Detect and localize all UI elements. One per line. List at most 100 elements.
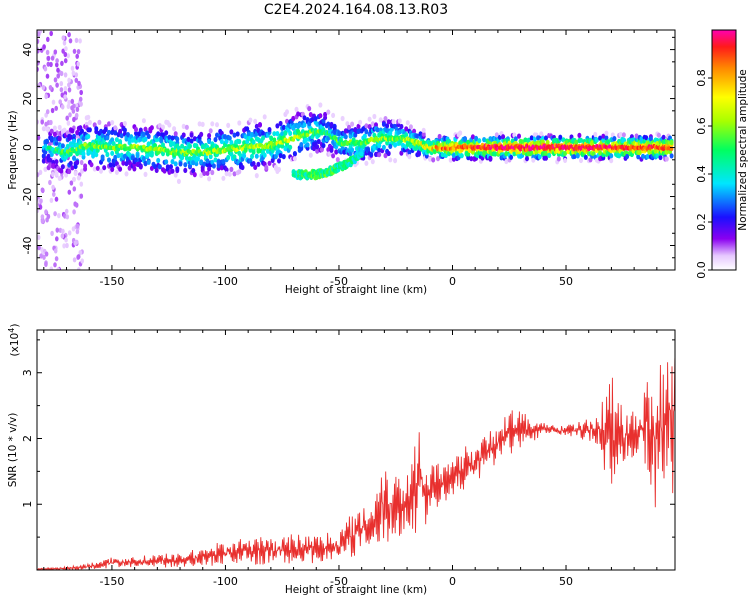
spectral-cell	[113, 154, 118, 160]
colorbar-tick-label: 0.2	[695, 213, 708, 231]
spectral-cell	[385, 140, 390, 146]
spectral-cell	[237, 139, 242, 145]
noise-speck	[79, 159, 84, 166]
spectral-cell	[545, 139, 550, 145]
spectral-cell	[81, 151, 86, 157]
spectral-cell	[199, 131, 204, 137]
spectral-cell	[253, 164, 258, 170]
y-tick-label: 20	[21, 92, 34, 106]
snr-frame	[36, 329, 676, 571]
spectral-cell	[661, 134, 666, 140]
spectral-cell	[488, 156, 493, 162]
spectral-cell	[60, 164, 65, 170]
noise-speck	[55, 236, 59, 242]
spectral-cell	[463, 136, 467, 143]
spectral-cell	[173, 131, 178, 137]
spectral-cell	[275, 123, 280, 129]
noise-speck	[68, 38, 73, 44]
spectral-cell	[173, 172, 178, 178]
spectral-cell	[291, 115, 296, 122]
spectral-cell	[482, 137, 487, 143]
spectral-cell	[637, 149, 642, 155]
spectral-cell	[316, 138, 321, 145]
spectral-cell	[124, 171, 129, 177]
spectral-cell	[397, 129, 402, 135]
spectral-cell	[350, 121, 355, 127]
branch-cell	[359, 151, 364, 157]
noise-speck	[72, 257, 77, 263]
spectral-cell	[188, 143, 192, 149]
colorbar: 0.0 0.2 0.4 0.6 0.8 Normalized spectral ampl…	[695, 29, 749, 279]
noise-speck	[65, 115, 69, 121]
noise-speck	[66, 120, 71, 126]
noise-speck	[74, 72, 79, 78]
noise-speck	[79, 181, 84, 187]
spectral-cell	[183, 167, 188, 173]
spectral-cell	[154, 137, 159, 143]
spectral-cell	[612, 136, 617, 142]
noise-speck	[62, 40, 67, 46]
spectral-cell	[261, 130, 266, 136]
spectral-cell	[41, 153, 46, 159]
noise-speck	[65, 214, 70, 220]
spectral-cell	[377, 147, 382, 153]
spectral-cell	[83, 166, 88, 172]
noise-speck	[75, 53, 79, 59]
spectral-cell	[604, 135, 609, 141]
noise-speck	[64, 208, 69, 214]
noise-speck	[40, 218, 45, 224]
spectral-cell	[299, 145, 304, 152]
noise-speck	[67, 99, 71, 106]
spectral-cell	[202, 170, 207, 176]
spectral-cell	[377, 142, 382, 148]
noise-speck	[67, 230, 72, 236]
spectral-cell	[288, 144, 293, 150]
noise-speck	[60, 233, 65, 239]
spectral-cell	[81, 135, 86, 142]
spectral-cell	[302, 122, 307, 128]
spectral-cell	[94, 126, 99, 132]
spectral-cell	[210, 121, 215, 127]
noise-speck	[53, 262, 57, 268]
noise-speck	[63, 58, 68, 64]
spectral-cell	[563, 157, 568, 163]
spectral-cell	[86, 133, 91, 140]
noise-speck	[75, 106, 80, 112]
spectral-cell	[275, 131, 280, 137]
spectral-cell	[226, 154, 231, 161]
spectral-cell	[501, 134, 506, 140]
spectral-cell	[207, 176, 212, 182]
y-tick-label: 40	[21, 43, 34, 57]
spectral-cell	[307, 106, 312, 112]
spectral-cell	[118, 128, 123, 134]
spectral-cell	[134, 130, 138, 136]
spectral-cell	[267, 160, 272, 166]
spectral-cell	[162, 168, 167, 174]
spectral-cell	[200, 121, 205, 127]
spectral-cell	[378, 117, 383, 123]
spectral-cell	[113, 130, 118, 136]
spectral-cell	[87, 127, 92, 133]
spectral-cell	[52, 131, 57, 137]
spectral-cell	[458, 130, 463, 136]
spectral-cell	[141, 131, 146, 138]
spectral-cell	[262, 114, 267, 120]
spectral-cell	[393, 158, 398, 164]
spectral-cell	[110, 150, 115, 156]
snr-ticks: -150 -100 -50 0 50 1 2 3	[21, 330, 675, 588]
noise-speck	[37, 38, 40, 44]
spectral-cell	[130, 155, 135, 161]
spectral-cell	[364, 160, 369, 166]
spectral-peak	[81, 145, 86, 151]
noise-speck	[72, 209, 76, 215]
noise-speck	[49, 30, 53, 37]
spectral-cell	[544, 135, 548, 141]
spectral-cell	[205, 170, 210, 176]
noise-speck	[46, 61, 51, 67]
spectral-cell	[391, 119, 396, 125]
spectral-cell	[292, 156, 297, 162]
noise-speck	[68, 112, 72, 118]
spectral-cell	[347, 124, 351, 130]
spectral-cell	[404, 132, 409, 138]
spectral-cell	[143, 171, 148, 177]
